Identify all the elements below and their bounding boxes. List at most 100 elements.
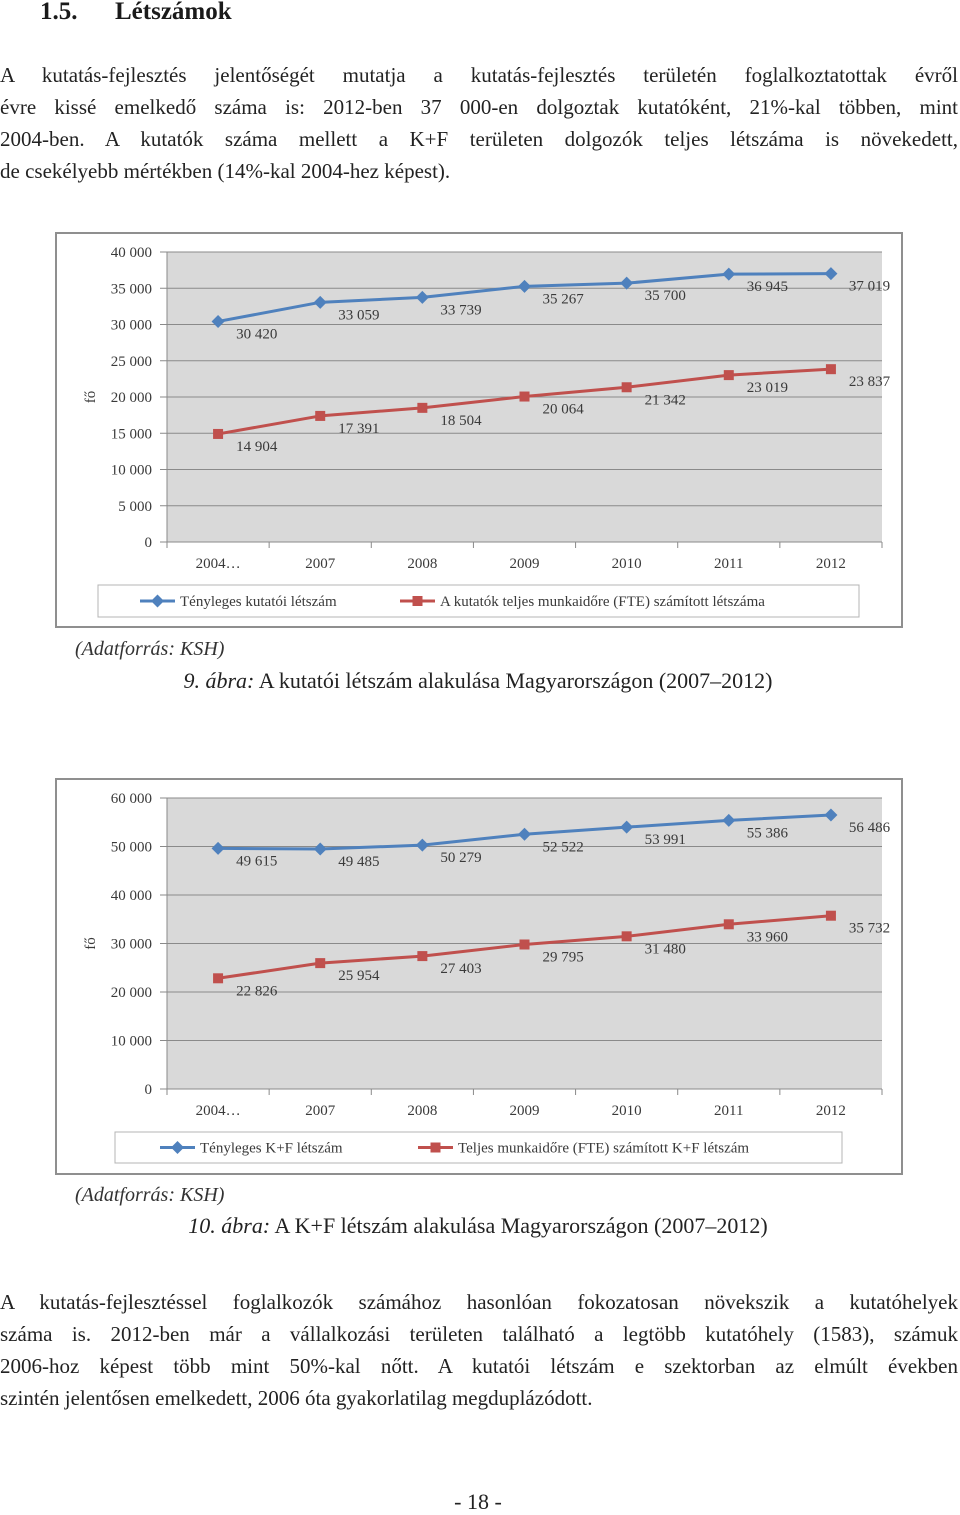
chart-2: 0 10 000 20 000 30 000 40 000 50 000 60 000 200… — [55, 778, 903, 1175]
chart-2-ytick-label: 50 000 — [111, 840, 152, 856]
chart-2-series-1-point — [518, 827, 531, 841]
figure-2-caption: 10. ábra: A K+F létszám alakulása Magyar… — [0, 1212, 956, 1240]
figure-1-caption-label: 9. ábra: — [183, 668, 255, 693]
chart-1-series-2-point — [213, 428, 224, 439]
chart-1-series-2-point — [315, 410, 326, 421]
chart-2-legend-item-2-label: Teljes munkaidőre (FTE) számított K+F lé… — [458, 1141, 749, 1157]
paragraph-line: száma is. 2012-ben már a vállalkozási te… — [0, 1322, 958, 1346]
chart-2-xtick-label: 2009 — [510, 1103, 540, 1119]
chart-1-ytick-label: 35 000 — [111, 281, 152, 297]
chart-2-series-2-data-label: 31 480 — [645, 941, 686, 957]
chart-2-series-1-data-label: 53 991 — [645, 832, 686, 848]
chart-2-series-1-data-label: 49 615 — [236, 853, 277, 869]
chart-2-legend-item-1-marker — [171, 1141, 184, 1154]
chart-1-series-1-data-label: 36 945 — [747, 279, 788, 295]
chart-2-series-1-data-label: 55 386 — [747, 825, 789, 841]
intro-paragraph: A kutatás-fejlesztés jelentőségét mutatj… — [0, 59, 958, 187]
chart-1-series-1-data-label: 35 267 — [543, 291, 585, 307]
chart-2-series-2-point — [723, 919, 734, 930]
chart-1-canvas: 0 5 000 10 000 15 000 20 000 25 000 30 000 35 0… — [55, 232, 903, 628]
chart-1-ytick-label: 15 000 — [111, 426, 152, 442]
chart-1-series-2-point — [417, 402, 428, 413]
chart-1-series-1-data-label: 37 019 — [849, 279, 890, 295]
section-title: Létszámok — [115, 0, 232, 25]
chart-2-series-1-data-label: 56 486 — [849, 820, 891, 836]
chart-2-ytick-label: 10 000 — [111, 1034, 152, 1050]
chart-2-legend-item-1-label: Tényleges K+F létszám — [200, 1141, 343, 1157]
chart-1-legend-item-2-label: A kutatók teljes munkaidőre (FTE) számít… — [440, 594, 765, 610]
chart-2-series-1-data-label: 50 279 — [440, 850, 481, 866]
chart-1-series-1-data-label: 33 739 — [440, 302, 481, 318]
chart-1-xtick-label: 2007 — [305, 556, 336, 572]
chart-2-legend-item-2-marker — [430, 1142, 441, 1153]
chart-1-ytick-label: 0 — [145, 535, 153, 551]
chart-1-xtick-label: 2009 — [510, 556, 540, 572]
chart-2-series-1-data-label: 49 485 — [338, 854, 379, 870]
chart-1-ytick-label: 40 000 — [111, 245, 152, 261]
chart-1-series-1-point — [415, 290, 429, 304]
chart-1-series-1-data-label: 35 700 — [645, 288, 686, 304]
paragraph-line: A kutatás-fejlesztés jelentőségét mutatj… — [0, 63, 958, 87]
paragraph-line: 2006-hoz képest több mint 50%-kal nőtt. … — [0, 1354, 958, 1378]
chart-1-xtick-label: 2011 — [714, 556, 743, 572]
closing-paragraph: A kutatás-fejlesztéssel foglalkozók szám… — [0, 1286, 958, 1414]
chart-2-series-2-point — [825, 910, 836, 921]
chart-2-series-2-data-label: 25 954 — [338, 968, 380, 984]
chart-1-series-2-data-label: 14 904 — [236, 439, 278, 455]
chart-2-series-2-data-label: 35 732 — [849, 921, 890, 937]
chart-2-xtick-label: 2004… — [196, 1103, 241, 1119]
chart-1-ytick-label: 5 000 — [118, 499, 152, 515]
chart-1: 0 5 000 10 000 15 000 20 000 25 000 30 000 35 0… — [55, 232, 903, 628]
chart-1-series-2-data-label: 18 504 — [440, 413, 482, 429]
chart-2-y-axis-title: fő — [83, 937, 99, 950]
chart-1-y-axis-title: fő — [83, 391, 99, 404]
chart-2-series-1-point — [824, 808, 838, 822]
section-heading: 1.5. Létszámok — [0, 0, 960, 28]
chart-1-series-1-point — [313, 295, 327, 309]
chart-1-series-2-data-label: 23 019 — [747, 380, 788, 396]
chart-1-series-2-point — [621, 382, 632, 393]
chart-2-xtick-label: 2008 — [407, 1103, 437, 1119]
paragraph-line: A kutatás-fejlesztéssel foglalkozók szám… — [0, 1290, 958, 1314]
paragraph-line: évre kissé emelkedő száma is: 2012-ben 3… — [0, 95, 958, 119]
chart-1-ytick-label: 30 000 — [111, 318, 152, 334]
chart-1-ytick-label: 25 000 — [111, 354, 152, 370]
paragraph-line: szintén jelentősen emelkedett, 2006 óta … — [0, 1386, 593, 1410]
chart-1-legend-item-2-marker — [412, 596, 423, 606]
chart-2-series-1-data-label: 52 522 — [543, 839, 584, 855]
chart-1-ytick-label: 10 000 — [111, 463, 152, 479]
chart-1-series-1-point — [518, 279, 531, 293]
chart-1-series-1-point — [722, 267, 736, 281]
chart-2-ytick-label: 40 000 — [111, 888, 152, 904]
chart-1-series-2-data-label: 23 837 — [849, 374, 891, 390]
chart-1-series-2-point — [519, 391, 530, 402]
chart-2-xtick-label: 2010 — [612, 1103, 642, 1119]
chart-2-series-2-data-label: 27 403 — [440, 961, 481, 977]
chart-2-series-1-point — [415, 838, 429, 852]
chart-1-series-2-data-label: 21 342 — [645, 392, 686, 408]
figure-2-source: (Adatforrás: KSH) — [75, 1184, 225, 1206]
chart-2-canvas: 0 10 000 20 000 30 000 40 000 50 000 60 000 200… — [55, 778, 903, 1175]
chart-2-xtick-label: 2011 — [714, 1103, 743, 1119]
paragraph-line: 2004-ben. A kutatók száma mellett a K+F … — [0, 127, 958, 151]
chart-2-xtick-label: 2012 — [816, 1103, 846, 1119]
chart-2-ytick-label: 0 — [145, 1082, 153, 1098]
chart-1-xtick-label: 2010 — [612, 556, 642, 572]
chart-1-series-1-point — [211, 314, 225, 328]
chart-2-series-2-data-label: 33 960 — [747, 929, 788, 945]
figure-2-caption-label: 10. ábra: — [188, 1213, 271, 1238]
chart-2-series-1-point — [313, 842, 327, 856]
chart-1-series-1-data-label: 33 059 — [338, 307, 379, 323]
chart-1-series-2-data-label: 20 064 — [543, 402, 585, 418]
chart-2-series-1-point — [211, 841, 225, 855]
chart-2-ytick-label: 20 000 — [111, 985, 152, 1001]
chart-2-series-2-point — [519, 939, 530, 950]
chart-1-series-1-point — [620, 276, 634, 290]
page-number: - 18 - — [454, 1489, 502, 1514]
chart-1-legend — [97, 584, 860, 618]
paragraph-line: de csekélyebb mértékben (14%-kal 2004-he… — [0, 159, 451, 183]
chart-1-xtick-label: 2008 — [407, 556, 437, 572]
figure-1-caption-text: A kutatói létszám alakulása Magyarország… — [258, 668, 773, 693]
chart-1-series-2-point — [723, 370, 734, 381]
